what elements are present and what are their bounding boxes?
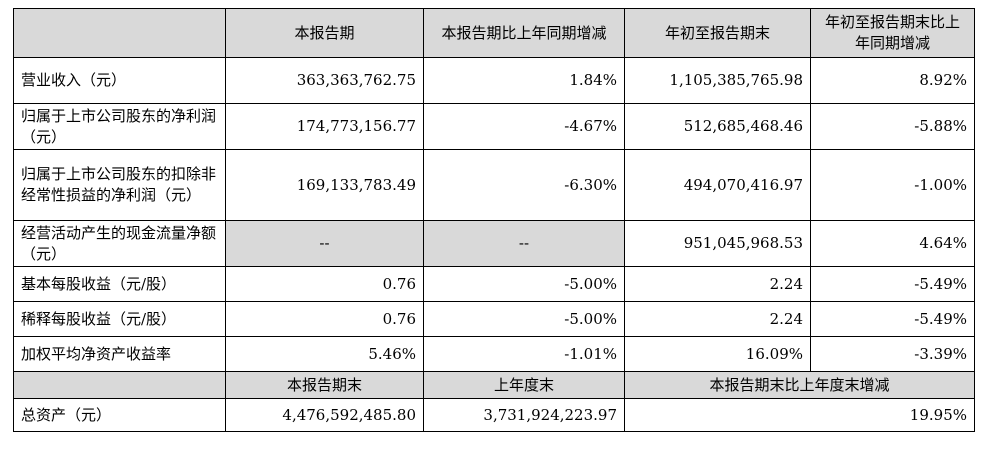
cell-current-period-yoy: -6.30% (423, 149, 625, 221)
header-blank-cell (13, 8, 226, 58)
cell-year-to-date: 494,070,416.97 (624, 149, 811, 221)
cell-year-to-date-yoy: -3.39% (810, 336, 975, 372)
cell-year-to-date: 2.24 (624, 266, 811, 302)
cell-year-to-date-yoy: -5.49% (810, 301, 975, 337)
cell-year-to-date-yoy: 8.92% (810, 57, 975, 104)
table-row: 经营活动产生的现金流量净额（元） -- -- 951,045,968.53 4.… (13, 220, 975, 267)
table-row: 加权平均净资产收益率 5.46% -1.01% 16.09% -3.39% (13, 336, 975, 372)
cell-period-end: 4,476,592,485.80 (225, 398, 424, 432)
header-year-to-date: 年初至报告期末 (624, 8, 811, 58)
table-row: 营业收入（元） 363,363,762.75 1.84% 1,105,385,7… (13, 57, 975, 104)
row-label: 稀释每股收益（元/股） (13, 301, 226, 337)
cell-year-to-date-yoy: -1.00% (810, 149, 975, 221)
header-year-to-date-yoy-change: 年初至报告期末比上年同期增减 (810, 8, 975, 58)
cell-current-period: 0.76 (225, 301, 424, 337)
row-label: 归属于上市公司股东的扣除非经常性损益的净利润（元） (13, 149, 226, 221)
cell-year-to-date-yoy: -5.88% (810, 103, 975, 150)
header-current-period: 本报告期 (225, 8, 424, 58)
cell-year-to-date: 16.09% (624, 336, 811, 372)
cell-current-period: -- (225, 220, 424, 267)
cell-current-period: 169,133,783.49 (225, 149, 424, 221)
cell-year-to-date: 951,045,968.53 (624, 220, 811, 267)
cell-current-period: 0.76 (225, 266, 424, 302)
cell-current-period: 363,363,762.75 (225, 57, 424, 104)
cell-current-period: 5.46% (225, 336, 424, 372)
row-label: 总资产（元） (13, 398, 226, 432)
table-row: 稀释每股收益（元/股） 0.76 -5.00% 2.24 -5.49% (13, 301, 975, 337)
header-current-period-yoy-change: 本报告期比上年同期增减 (423, 8, 625, 58)
subheader-period-end-vs-prior-year-end: 本报告期末比上年度末增减 (624, 371, 975, 399)
cell-current-period-yoy: -5.00% (423, 301, 625, 337)
row-label: 加权平均净资产收益率 (13, 336, 226, 372)
table-row: 基本每股收益（元/股） 0.76 -5.00% 2.24 -5.49% (13, 266, 975, 302)
cell-prior-year-end: 3,731,924,223.97 (423, 398, 625, 432)
table-row: 总资产（元） 4,476,592,485.80 3,731,924,223.97… (13, 398, 975, 432)
cell-current-period-yoy: 1.84% (423, 57, 625, 104)
table-header-row: 本报告期 本报告期比上年同期增减 年初至报告期末 年初至报告期末比上年同期增减 (13, 8, 975, 58)
cell-year-to-date-yoy: -5.49% (810, 266, 975, 302)
cell-period-end-vs-prior-year-end: 19.95% (624, 398, 975, 432)
cell-year-to-date-yoy: 4.64% (810, 220, 975, 267)
row-label: 营业收入（元） (13, 57, 226, 104)
financial-data-table: 本报告期 本报告期比上年同期增减 年初至报告期末 年初至报告期末比上年同期增减 … (13, 8, 975, 432)
table-subheader-row: 本报告期末 上年度末 本报告期末比上年度末增减 (13, 371, 975, 399)
cell-year-to-date: 2.24 (624, 301, 811, 337)
row-label: 基本每股收益（元/股） (13, 266, 226, 302)
row-label: 经营活动产生的现金流量净额（元） (13, 220, 226, 267)
cell-year-to-date: 512,685,468.46 (624, 103, 811, 150)
subheader-period-end: 本报告期末 (225, 371, 424, 399)
cell-current-period-yoy: -5.00% (423, 266, 625, 302)
cell-current-period-yoy: -- (423, 220, 625, 267)
subheader-prior-year-end: 上年度末 (423, 371, 625, 399)
table-row: 归属于上市公司股东的净利润（元） 174,773,156.77 -4.67% 5… (13, 103, 975, 150)
cell-current-period-yoy: -1.01% (423, 336, 625, 372)
table-row: 归属于上市公司股东的扣除非经常性损益的净利润（元） 169,133,783.49… (13, 149, 975, 221)
cell-year-to-date: 1,105,385,765.98 (624, 57, 811, 104)
cell-current-period-yoy: -4.67% (423, 103, 625, 150)
row-label: 归属于上市公司股东的净利润（元） (13, 103, 226, 150)
subheader-blank-cell (13, 371, 226, 399)
cell-current-period: 174,773,156.77 (225, 103, 424, 150)
